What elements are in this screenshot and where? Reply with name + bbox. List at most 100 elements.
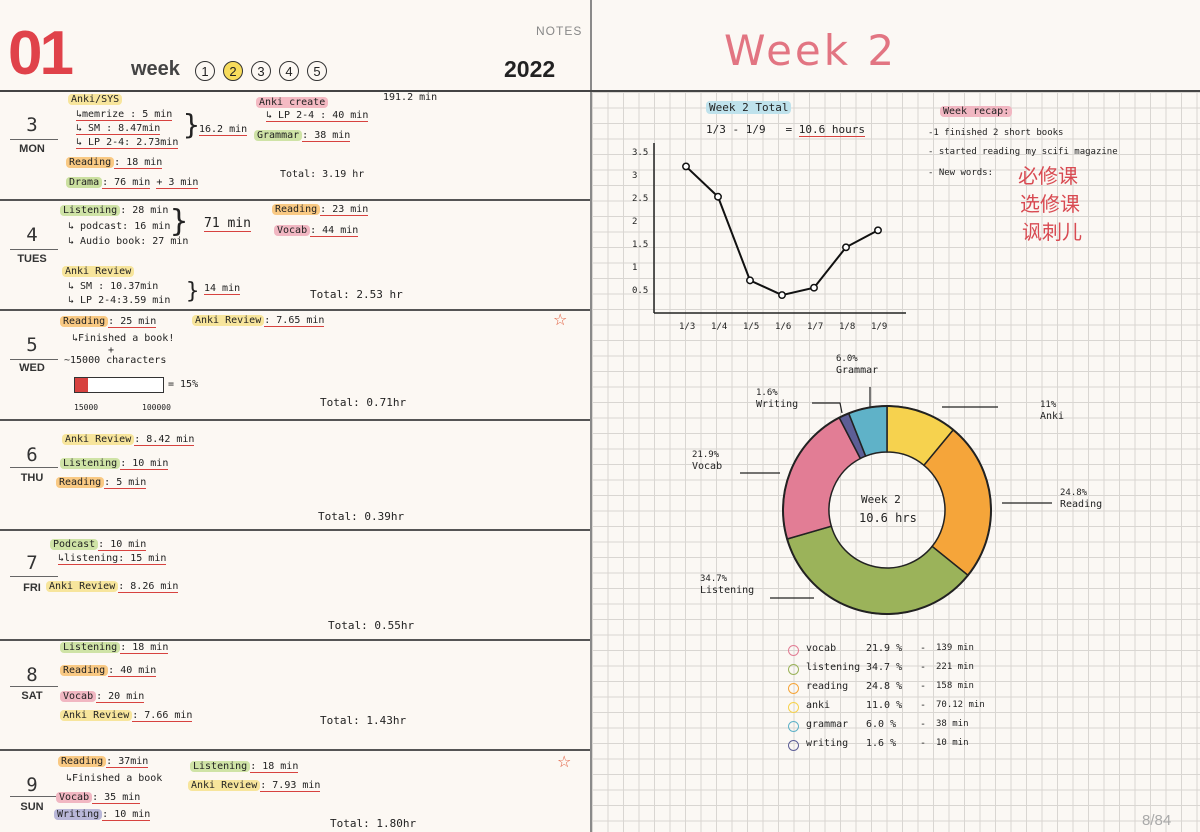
vocab-callout-value: 21.9% [692,450,720,460]
legend-row: writing 1.6 % -10 min [788,738,1028,757]
legend-name: vocab [806,643,837,654]
listening-value: : 18 min [250,761,299,773]
new-word: 讽刺儿 [1022,220,1082,244]
notes-label: NOTES [536,24,583,38]
listening-callout-name: Listening [700,585,754,596]
reading-value: : 23 min [320,204,369,216]
grammar-callout-value: 6.0% [836,354,858,364]
callout-line [812,402,843,414]
anki-review-value: : 7.93 min [260,780,321,792]
donut-center-total: 10.6 hrs [859,511,917,525]
data-point [810,283,818,292]
x-tick-label: 1/3 [679,322,695,332]
day-name: SUN [20,801,44,813]
memorize-entry: ↳memrize : 5 min [76,109,173,121]
day-underline [10,467,58,468]
percent-label: = 15% [168,379,199,390]
y-tick-label: 0.5 [632,286,648,296]
date-range: 1/3 - 1/9 [706,123,766,136]
reading-value: : 25 min [108,316,157,328]
legend-percent: 24.8 % [866,681,903,692]
bar-start-label: 15000 [74,403,99,412]
brace-icon: } [186,279,200,304]
data-point [746,276,754,285]
reading-progress-bar [74,377,164,393]
listening-tag: Listening [190,761,251,772]
legend-name: grammar [806,719,849,730]
row-divider [0,419,590,421]
legend-color-icon [788,702,799,713]
podcast-value: : 10 min [98,539,147,551]
y-tick-label: 1.5 [632,240,648,250]
x-tick-label: 1/8 [839,322,855,332]
y-tick-label: 3 [632,171,637,181]
day-total: Total: 0.39hr [318,510,405,523]
grammar-value: : 38 min [302,130,351,142]
reading-tag: Reading [272,204,321,215]
new-word: 选修课 [1020,192,1080,216]
reading-callout-value: 24.8% [1060,488,1088,498]
anki-review-tag: Anki Review [62,434,135,445]
week-circle-1[interactable]: 1 [195,61,215,81]
reading-value: : 37min [106,756,149,768]
data-point [842,243,850,252]
legend-minutes: 38 min [936,719,969,729]
lp-entry: ↳ LP 2-4: 2.73min [76,137,179,149]
week-circle-4[interactable]: 4 [279,61,299,81]
lp-entry: ↳ LP 2-4:3.59 min [68,295,171,306]
week-circle-2-active[interactable]: 2 [223,61,243,81]
row-divider [0,749,590,751]
donut-legend: vocab 21.9 % -139 min listening 34.7 % -221 m… [788,643,1028,757]
legend-percent: 21.9 % [866,643,903,654]
legend-color-icon [788,664,799,675]
data-point [714,192,722,201]
sm-entry: ↳ SM : 10.37min [68,281,159,292]
reading-value: : 5 min [104,477,147,489]
star-icon: ☆ [553,310,568,329]
reading-callout-name: Reading [1060,499,1102,510]
day-total: Total: 1.80hr [330,817,417,830]
legend-percent: 11.0 % [866,700,903,711]
x-tick-label: 1/6 [775,322,791,332]
anki-review-tag: Anki Review [46,581,119,592]
day-number: 5 [26,334,38,356]
x-tick-label: 1/9 [871,322,887,332]
y-tick-label: 3.5 [632,148,648,158]
y-tick-label: 2.5 [632,194,648,204]
legend-name: anki [806,700,831,711]
week-circle-3[interactable]: 3 [251,61,271,81]
day-name: THU [20,472,44,484]
week-circle-5[interactable]: 5 [307,61,327,81]
legend-row: listening 34.7 % -221 min [788,662,1028,681]
star-icon: ☆ [557,752,572,771]
left-page: 01 week 1 2 3 4 5 NOTES 2022 3 MON Anki/… [0,0,590,832]
writing-callout-value: 1.6% [756,388,778,398]
legend-minutes: 70.12 min [936,700,985,710]
bar-end-label: 100000 [142,403,171,412]
finished-note: ↳Finished a book! [72,333,175,344]
audiobook-entry: ↳ Audio book: 27 min [68,236,189,247]
listening-callout-value: 34.7% [700,574,728,584]
legend-row: vocab 21.9 % -139 min [788,643,1028,662]
anki-review-value: : 8.42 min [134,434,195,446]
reading-tag: Reading [66,157,115,168]
anki-review-tag: Anki Review [60,710,133,721]
recap-item: - started reading my scifi magazine [928,147,1118,157]
top-total: 191.2 min [383,92,438,103]
drama-tag: Drama [66,177,103,188]
podcast-tag: Podcast [50,539,99,550]
drama-extra: + 3 min [156,177,199,189]
legend-color-icon [788,740,799,751]
grid-paper [592,92,1200,832]
legend-percent: 1.6 % [866,738,897,749]
reading-tag: Reading [58,756,107,767]
recap-item: - New words: [928,168,994,178]
reading-value: : 40 min [108,665,157,677]
donut-center-title: Week 2 [861,493,901,506]
new-words: 必修课 选修课 讽刺儿 [1018,162,1082,246]
x-tick-label: 1/5 [743,322,759,332]
listening-value: : 18 min [120,642,169,654]
day-name: TUES [17,253,47,265]
row-divider [0,199,590,201]
recap-item: -1 finished 2 short books [928,128,1064,138]
